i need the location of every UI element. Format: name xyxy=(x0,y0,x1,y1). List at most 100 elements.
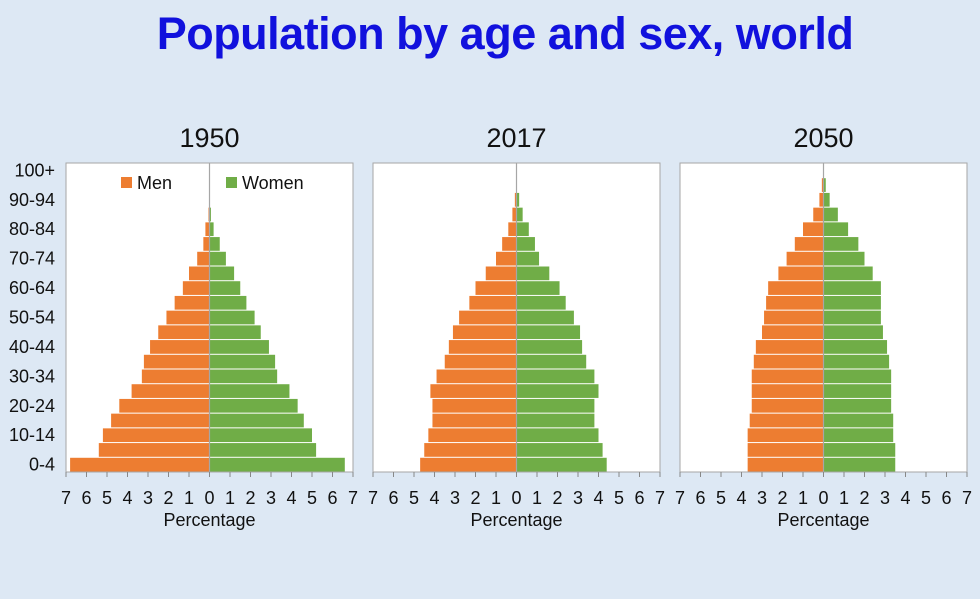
bar-women-25-29 xyxy=(516,384,599,398)
bar-women-90-94 xyxy=(516,192,520,207)
bar-women-65-69 xyxy=(209,266,235,281)
x-tick-label: 7 xyxy=(61,488,71,508)
bar-women-85-89 xyxy=(516,207,523,222)
x-tick-label: 6 xyxy=(941,488,951,508)
bar-women-20-24 xyxy=(823,398,892,413)
x-tick-label: 3 xyxy=(266,488,276,508)
bar-women-25-29 xyxy=(209,384,290,398)
bar-women-30-34 xyxy=(209,369,278,384)
bar-women-35-39 xyxy=(823,354,890,369)
bar-women-60-64 xyxy=(823,281,881,295)
bar-men-0-4 xyxy=(70,457,210,472)
y-tick-label: 10-14 xyxy=(9,425,55,445)
bar-men-20-24 xyxy=(432,398,517,413)
bar-men-55-59 xyxy=(766,295,824,310)
x-tick-label: 1 xyxy=(184,488,194,508)
bar-men-40-44 xyxy=(150,340,210,354)
x-tick-label: 1 xyxy=(225,488,235,508)
x-tick-label: 7 xyxy=(368,488,378,508)
bar-women-40-44 xyxy=(209,340,269,354)
x-tick-label: 6 xyxy=(695,488,705,508)
y-tick-label: 0-4 xyxy=(29,455,55,475)
x-tick-label: 0 xyxy=(204,488,214,508)
bar-women-15-19 xyxy=(516,413,595,428)
bar-men-60-64 xyxy=(768,281,824,295)
bar-men-70-74 xyxy=(786,251,824,266)
bar-women-40-44 xyxy=(823,340,888,354)
bar-men-0-4 xyxy=(420,457,517,472)
bar-women-35-39 xyxy=(209,354,276,369)
bar-women-50-54 xyxy=(209,310,255,325)
bar-women-65-69 xyxy=(823,266,873,281)
legend-women-label: Women xyxy=(242,173,304,193)
bar-men-5-9 xyxy=(747,443,824,457)
bar-women-40-44 xyxy=(516,340,583,354)
legend-men-label: Men xyxy=(137,173,172,193)
bar-men-75-79 xyxy=(794,237,824,251)
bar-men-85-89 xyxy=(813,207,824,222)
bar-women-20-24 xyxy=(516,398,595,413)
bar-women-70-74 xyxy=(209,251,226,266)
bar-men-30-34 xyxy=(751,369,824,384)
x-tick-label: 5 xyxy=(921,488,931,508)
legend-men-swatch xyxy=(121,177,132,188)
bar-women-65-69 xyxy=(516,266,550,281)
bar-men-50-54 xyxy=(764,310,824,325)
bar-men-85-89 xyxy=(512,207,517,222)
bar-women-0-4 xyxy=(516,457,607,472)
bar-men-70-74 xyxy=(496,251,517,266)
bar-men-50-54 xyxy=(166,310,210,325)
y-tick-label: 30-34 xyxy=(9,366,55,386)
x-tick-label: 0 xyxy=(511,488,521,508)
bar-men-20-24 xyxy=(751,398,824,413)
x-axis-label: Percentage xyxy=(163,510,255,530)
bar-men-60-64 xyxy=(182,281,210,295)
bar-men-75-79 xyxy=(502,237,517,251)
bar-women-75-79 xyxy=(823,237,859,251)
bar-men-75-79 xyxy=(203,237,210,251)
bar-women-70-74 xyxy=(823,251,865,266)
bar-women-75-79 xyxy=(516,237,535,251)
bar-men-15-19 xyxy=(432,413,517,428)
x-tick-label: 2 xyxy=(245,488,255,508)
y-tick-label: 70-74 xyxy=(9,249,55,269)
bar-women-30-34 xyxy=(516,369,595,384)
x-tick-label: 1 xyxy=(798,488,808,508)
bar-women-5-9 xyxy=(209,443,317,457)
x-tick-label: 4 xyxy=(122,488,132,508)
bar-women-90-94 xyxy=(823,192,830,207)
bar-men-0-4 xyxy=(747,457,824,472)
x-tick-label: 4 xyxy=(286,488,296,508)
bar-women-5-9 xyxy=(516,443,603,457)
x-tick-label: 2 xyxy=(552,488,562,508)
x-tick-label: 0 xyxy=(818,488,828,508)
bar-men-10-14 xyxy=(428,428,517,443)
bar-women-5-9 xyxy=(823,443,896,457)
bar-women-30-34 xyxy=(823,369,892,384)
x-tick-label: 6 xyxy=(327,488,337,508)
x-tick-label: 2 xyxy=(777,488,787,508)
bar-women-0-4 xyxy=(823,457,896,472)
x-tick-label: 4 xyxy=(736,488,746,508)
bar-women-55-59 xyxy=(516,295,566,310)
bar-women-20-24 xyxy=(209,398,298,413)
bar-women-0-4 xyxy=(209,457,345,472)
bar-women-10-14 xyxy=(823,428,894,443)
y-tick-label: 40-44 xyxy=(9,337,55,357)
x-tick-label: 4 xyxy=(593,488,603,508)
bar-men-45-49 xyxy=(158,325,210,340)
bar-women-10-14 xyxy=(516,428,599,443)
x-tick-label: 6 xyxy=(388,488,398,508)
y-tick-label: 80-84 xyxy=(9,219,55,239)
bar-women-50-54 xyxy=(823,310,881,325)
bar-women-95-99 xyxy=(823,178,826,192)
bar-women-85-89 xyxy=(209,207,211,222)
bar-women-55-59 xyxy=(823,295,881,310)
bar-men-35-39 xyxy=(444,354,517,369)
bar-men-40-44 xyxy=(755,340,824,354)
panel-title: 1950 xyxy=(179,123,239,153)
bar-women-45-49 xyxy=(209,325,261,340)
x-tick-label: 3 xyxy=(143,488,153,508)
bar-men-30-34 xyxy=(436,369,517,384)
